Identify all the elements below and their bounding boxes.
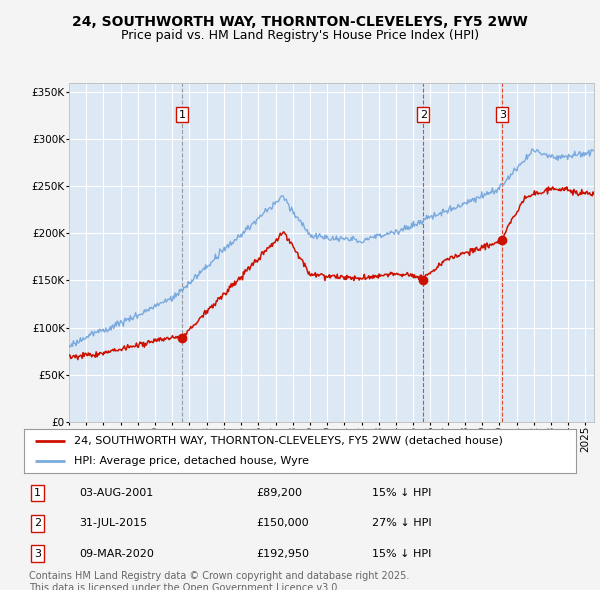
Text: 1: 1 <box>34 489 41 498</box>
Text: 03-AUG-2001: 03-AUG-2001 <box>79 489 154 498</box>
Text: £192,950: £192,950 <box>256 549 309 559</box>
Text: Price paid vs. HM Land Registry's House Price Index (HPI): Price paid vs. HM Land Registry's House … <box>121 30 479 42</box>
Text: 15% ↓ HPI: 15% ↓ HPI <box>372 489 431 498</box>
Text: 15% ↓ HPI: 15% ↓ HPI <box>372 549 431 559</box>
Text: Contains HM Land Registry data © Crown copyright and database right 2025.
This d: Contains HM Land Registry data © Crown c… <box>29 571 409 590</box>
Text: 3: 3 <box>499 110 506 120</box>
Text: 1: 1 <box>179 110 186 120</box>
Text: £150,000: £150,000 <box>256 519 308 529</box>
Text: HPI: Average price, detached house, Wyre: HPI: Average price, detached house, Wyre <box>74 456 308 466</box>
Text: 27% ↓ HPI: 27% ↓ HPI <box>372 519 431 529</box>
Text: 2: 2 <box>419 110 427 120</box>
Text: 3: 3 <box>34 549 41 559</box>
Text: 31-JUL-2015: 31-JUL-2015 <box>79 519 148 529</box>
Text: 2: 2 <box>34 519 41 529</box>
Text: 24, SOUTHWORTH WAY, THORNTON-CLEVELEYS, FY5 2WW: 24, SOUTHWORTH WAY, THORNTON-CLEVELEYS, … <box>72 15 528 29</box>
Text: 09-MAR-2020: 09-MAR-2020 <box>79 549 154 559</box>
Text: 24, SOUTHWORTH WAY, THORNTON-CLEVELEYS, FY5 2WW (detached house): 24, SOUTHWORTH WAY, THORNTON-CLEVELEYS, … <box>74 436 503 446</box>
Text: £89,200: £89,200 <box>256 489 302 498</box>
